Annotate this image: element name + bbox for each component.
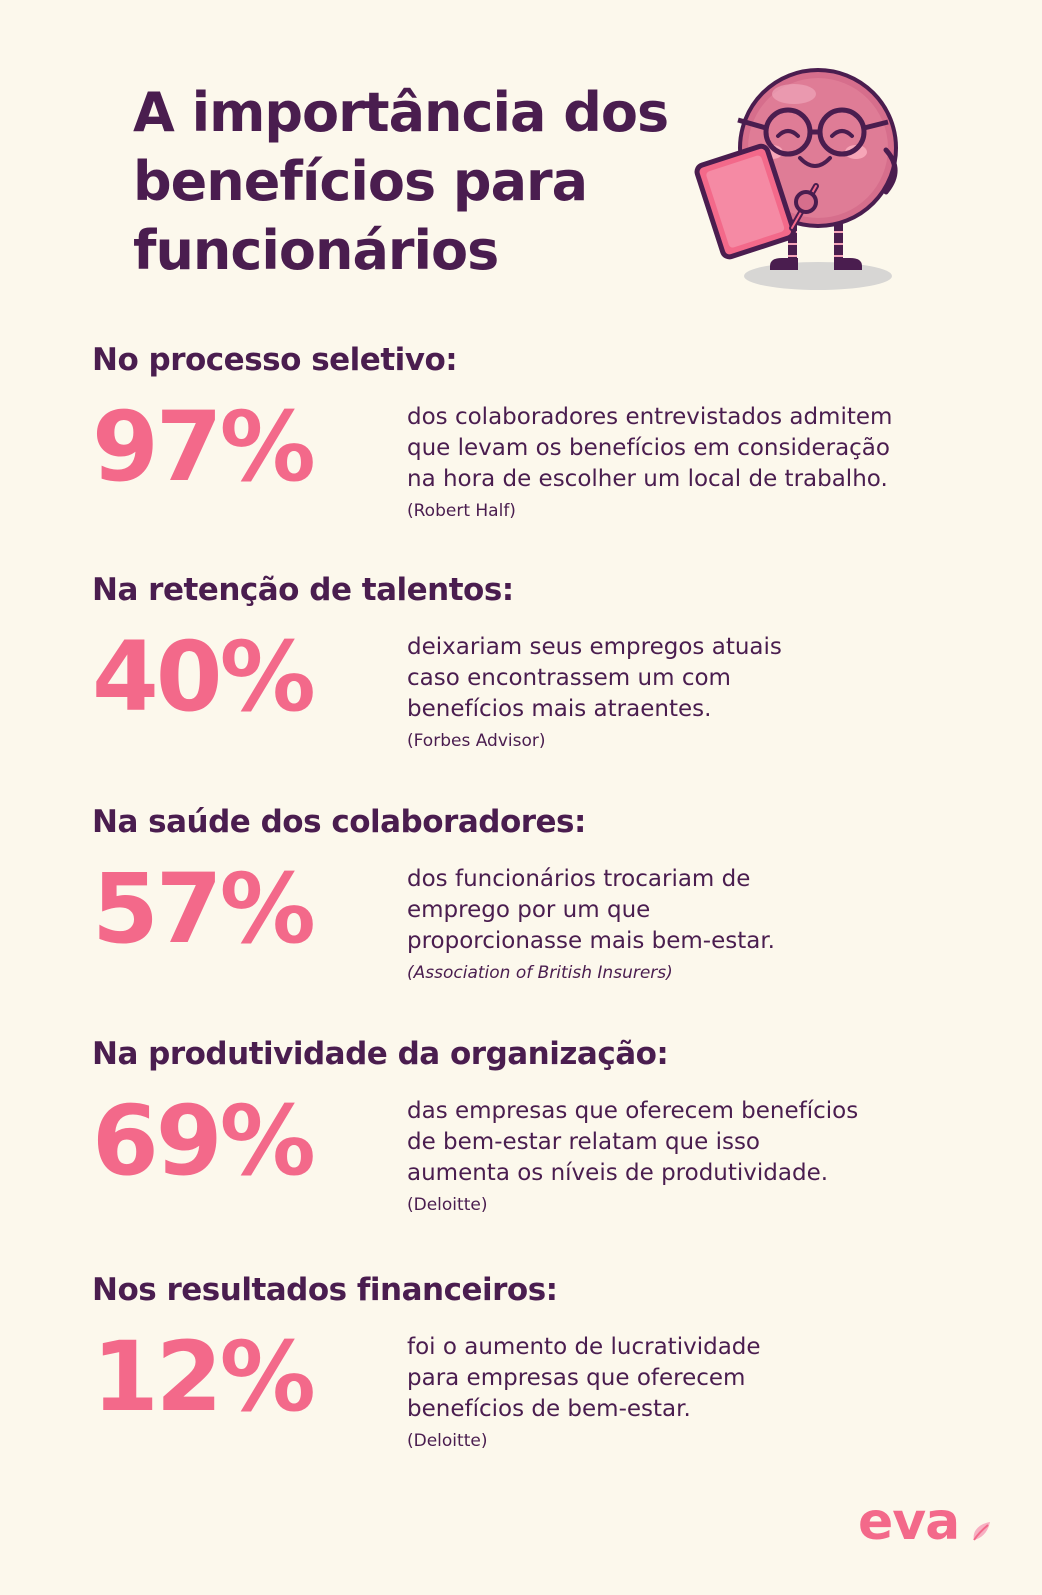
stat-percentage: 40%: [92, 621, 316, 733]
description-line: caso encontrassem um com: [407, 665, 731, 691]
stat-description: dos colaboradores entrevistados admitem …: [407, 402, 987, 495]
stat-source: (Deloitte): [407, 1431, 488, 1451]
stat-percentage: 97%: [92, 391, 316, 503]
description-line: que levam os benefícios em consideração: [407, 435, 890, 461]
description-line: aumenta os níveis de produtividade.: [407, 1160, 829, 1186]
stat-description: dos funcionários trocariam de emprego po…: [407, 864, 987, 957]
title-line: funcionários: [133, 219, 499, 282]
section-heading: Nos resultados financeiros:: [92, 1272, 558, 1308]
stat-percentage: 12%: [92, 1321, 316, 1433]
stat-source: (Deloitte): [407, 1195, 488, 1215]
section-heading: Na saúde dos colaboradores:: [92, 804, 586, 840]
description-line: na hora de escolher um local de trabalho…: [407, 466, 888, 492]
description-line: para empresas que oferecem: [407, 1365, 746, 1391]
description-line: de bem-estar relatam que isso: [407, 1129, 761, 1155]
description-line: dos funcionários trocariam de: [407, 866, 751, 892]
description-line: proporcionasse mais bem-estar.: [407, 928, 775, 954]
description-line: benefícios mais atraentes.: [407, 696, 712, 722]
logo-text: eva: [858, 1492, 960, 1552]
stat-description: das empresas que oferecem benefícios de …: [407, 1096, 987, 1189]
mascot-icon: [694, 68, 898, 290]
stat-percentage: 57%: [92, 853, 316, 965]
description-line: emprego por um que: [407, 897, 651, 923]
description-line: das empresas que oferecem benefícios: [407, 1098, 859, 1124]
stat-percentage: 69%: [92, 1085, 316, 1197]
stat-source: (Forbes Advisor): [407, 731, 546, 751]
eva-logo: eva: [858, 1490, 998, 1560]
stat-description: deixariam seus empregos atuais caso enco…: [407, 632, 987, 725]
page-title: A importância dos benefícios para funcio…: [133, 78, 713, 285]
description-line: foi o aumento de lucratividade: [407, 1334, 761, 1360]
title-line: A importância dos: [133, 81, 669, 144]
section-heading: No processo seletivo:: [92, 342, 458, 378]
title-line: benefícios para: [133, 150, 588, 213]
section-heading: Na produtividade da organização:: [92, 1036, 669, 1072]
description-line: deixariam seus empregos atuais: [407, 634, 782, 660]
stat-source: (Association of British Insurers): [407, 963, 673, 983]
stat-source: (Robert Half): [407, 501, 516, 521]
description-line: dos colaboradores entrevistados admitem: [407, 404, 893, 430]
description-line: benefícios de bem-estar.: [407, 1396, 691, 1422]
stat-description: foi o aumento de lucratividade para empr…: [407, 1332, 987, 1425]
leaf-icon: [973, 1522, 990, 1541]
section-heading: Na retenção de talentos:: [92, 572, 514, 608]
